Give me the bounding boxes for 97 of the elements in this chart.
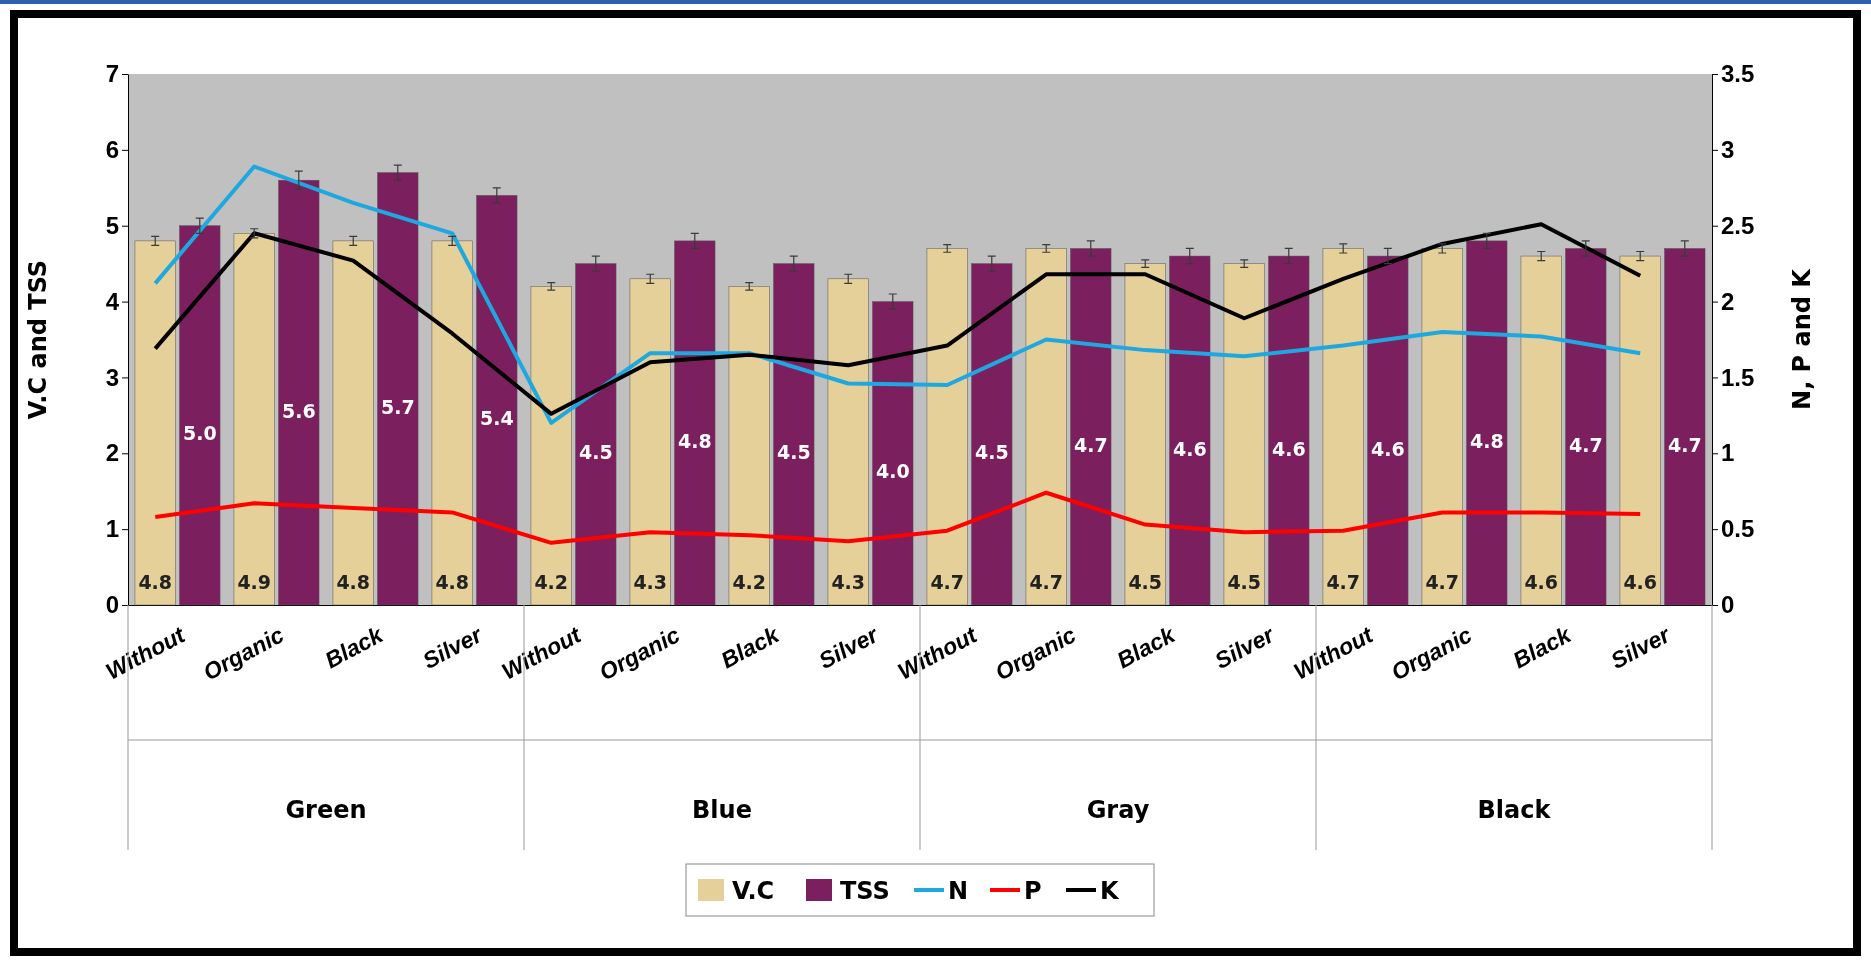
line-series — [153, 164, 1643, 425]
data-label: 4.8 — [336, 571, 371, 593]
bar — [476, 195, 518, 606]
data-label: 4.7 — [1667, 433, 1702, 456]
y2-tick-label: 2 — [1721, 287, 1735, 315]
data-label: 5.7 — [380, 395, 415, 418]
y2-tick-label: 1.5 — [1721, 363, 1755, 391]
y2-tick-label: 3 — [1721, 136, 1735, 164]
y-tick-label: 7 — [105, 60, 119, 88]
data-label: 4.6 — [1172, 437, 1207, 460]
legend-label: V.C — [732, 877, 775, 905]
bar — [1268, 255, 1310, 606]
text: Gray — [1086, 796, 1150, 824]
text: Green — [285, 796, 367, 824]
data-label: 4.3 — [831, 571, 866, 593]
line-series — [153, 490, 1643, 545]
data-label: 4.5 — [578, 441, 613, 464]
y-tick-label: 4 — [105, 287, 120, 315]
bar — [278, 179, 320, 606]
bar — [575, 263, 617, 606]
y2-tick-label: 0 — [1721, 591, 1735, 619]
data-label: 4.6 — [1623, 571, 1658, 593]
y2-tick-label: 1 — [1721, 439, 1735, 467]
bar — [728, 286, 770, 606]
legend-label: P — [1024, 877, 1042, 905]
bar — [1025, 248, 1067, 606]
text: Blue — [692, 796, 752, 824]
y-tick-label: 0 — [105, 591, 119, 619]
x-tick-label: Silver — [418, 621, 487, 674]
data-label: 4.8 — [677, 429, 712, 452]
data-label: 5.0 — [182, 422, 217, 445]
bar — [1421, 248, 1463, 606]
bar — [1223, 263, 1265, 606]
data-label: 4.6 — [1370, 437, 1405, 460]
bar — [233, 233, 275, 606]
bar — [1565, 248, 1607, 606]
data-label: 4.7 — [930, 571, 965, 593]
y-tick-label: 5 — [105, 211, 119, 239]
bar — [134, 240, 176, 606]
y-tick-label: 1 — [105, 515, 119, 543]
data-label: 4.7 — [1425, 571, 1460, 593]
bar — [872, 301, 914, 606]
bar — [1619, 255, 1661, 606]
data-label: 4.8 — [435, 571, 470, 593]
bar — [1367, 255, 1409, 606]
y2-tick-label: 0.5 — [1721, 515, 1755, 543]
data-label: 4.6 — [1271, 437, 1306, 460]
data-label: 5.4 — [479, 407, 514, 430]
data-label: 4.9 — [237, 571, 272, 593]
legend-label: K — [1100, 877, 1120, 905]
bar — [1466, 240, 1508, 606]
y-tick-label: 6 — [105, 136, 119, 164]
bar — [332, 240, 374, 606]
data-label: 4.5 — [776, 441, 811, 464]
x-tick-label: Silver — [814, 621, 883, 674]
bar — [1322, 248, 1364, 606]
data-label: 4.0 — [875, 460, 910, 483]
x-tick-label: Silver — [1210, 621, 1279, 674]
data-label: 5.6 — [281, 399, 316, 422]
bar — [674, 240, 716, 606]
data-label: 4.7 — [1073, 433, 1108, 456]
bar — [1070, 248, 1112, 606]
y2-axis-title: N, P and K — [1788, 267, 1816, 410]
bar — [431, 240, 473, 606]
bar — [629, 278, 671, 606]
bar — [377, 172, 419, 606]
data-label: 4.8 — [1469, 429, 1504, 452]
data-label: 4.2 — [732, 571, 767, 593]
data-label: 4.5 — [974, 441, 1009, 464]
x-tick-label: Silver — [1606, 621, 1675, 674]
data-label: 4.7 — [1029, 571, 1064, 593]
bar — [773, 263, 815, 606]
bar — [971, 263, 1013, 606]
bar — [179, 225, 221, 606]
data-label: 4.7 — [1568, 433, 1603, 456]
y-axis-title: V.C and TSS — [24, 259, 52, 420]
legend-label: N — [948, 877, 969, 905]
y2-tick-label: 2.5 — [1721, 211, 1755, 239]
bar — [926, 248, 968, 606]
legend-label: TSS — [840, 877, 890, 905]
bar — [1169, 255, 1211, 606]
bar — [530, 286, 572, 606]
data-label: 4.8 — [138, 571, 173, 593]
bar — [827, 278, 869, 606]
data-label: 4.3 — [633, 571, 668, 593]
bar — [1520, 255, 1562, 606]
text: Black — [1477, 796, 1552, 824]
bar — [1124, 263, 1166, 606]
data-label: 4.5 — [1128, 571, 1163, 593]
data-label: 4.2 — [534, 571, 569, 593]
bar — [1664, 248, 1706, 606]
data-label: 4.5 — [1227, 571, 1262, 593]
y-tick-label: 3 — [105, 363, 119, 391]
y-tick-label: 2 — [105, 439, 119, 467]
y2-tick-label: 3.5 — [1721, 60, 1755, 88]
data-label: 4.7 — [1326, 571, 1361, 593]
data-label: 4.6 — [1524, 571, 1559, 593]
